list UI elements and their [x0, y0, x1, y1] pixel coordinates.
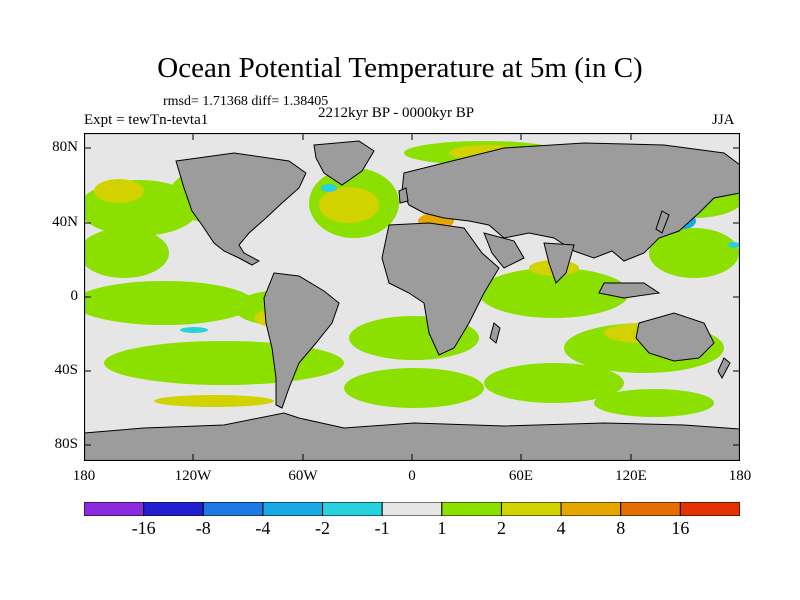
- lon-label-0: 0: [408, 468, 416, 484]
- colorbar-segment: [84, 502, 145, 516]
- north-america-land: [175, 152, 307, 266]
- axis-ticks: [84, 133, 740, 461]
- south-america-land: [263, 272, 340, 409]
- world-map: [84, 133, 740, 461]
- madagascar-land: [489, 322, 501, 344]
- colorbar-segment: [679, 502, 740, 516]
- lon-label-120w: 120W: [174, 468, 212, 484]
- lon-label-120e: 120E: [615, 468, 647, 484]
- antarctica-land: [84, 412, 740, 461]
- lon-label-180-left: 180: [72, 468, 96, 484]
- colorbar-label: 2: [496, 518, 506, 538]
- colorbar-label: 1: [437, 518, 447, 538]
- japan-land: [655, 210, 670, 234]
- colorbar-segment: [441, 502, 502, 516]
- new-zealand-land: [717, 357, 731, 380]
- australia-land: [635, 312, 715, 362]
- colorbar-label: -4: [255, 518, 271, 538]
- lon-label-60e: 60E: [508, 468, 534, 484]
- colorbar-segment: [143, 502, 204, 516]
- colorbar-label: -1: [374, 518, 390, 538]
- lat-label-40n: 40N: [52, 214, 78, 230]
- colorbar-label: -2: [315, 518, 331, 538]
- colorbar: [84, 502, 740, 516]
- colorbar-segment: [560, 502, 622, 516]
- season-label: JJA: [712, 112, 735, 128]
- colorbar-label: -16: [131, 518, 156, 538]
- experiment-label: Expt = tewTn-tevta1: [84, 112, 209, 128]
- lat-label-0: 0: [70, 288, 79, 304]
- colorbar-segment: [620, 502, 681, 516]
- indonesia-land: [598, 282, 661, 299]
- colorbar-segment: [500, 502, 562, 516]
- map-title: Ocean Potential Temperature at 5m (in C): [157, 52, 643, 84]
- lat-label-40s: 40S: [54, 362, 78, 378]
- africa-land: [381, 222, 500, 356]
- colorbar-segment: [381, 502, 443, 516]
- greenland-land: [313, 140, 375, 186]
- colorbar-label: 16: [671, 518, 690, 538]
- lat-label-80s: 80S: [54, 436, 78, 452]
- colorbar-segment: [262, 502, 324, 516]
- uk-land: [398, 187, 409, 204]
- lat-label-80n: 80N: [52, 139, 78, 155]
- lon-label-180-right: 180: [728, 468, 752, 484]
- colorbar-label: 4: [556, 518, 566, 538]
- colorbar-label: 8: [616, 518, 626, 538]
- rmsd-diff-stats: rmsd= 1.71368 diff= 1.38405: [163, 94, 329, 109]
- eurasia-land: [401, 142, 740, 262]
- arabia-land: [483, 232, 525, 269]
- colorbar-label: -8: [195, 518, 211, 538]
- india-land: [543, 242, 575, 284]
- period-label: 2212kyr BP - 0000kyr BP: [318, 105, 475, 121]
- colorbar-segment: [202, 502, 264, 516]
- land-masses: [84, 140, 740, 461]
- colorbar-segment: [322, 502, 383, 516]
- lon-label-60w: 60W: [288, 468, 318, 484]
